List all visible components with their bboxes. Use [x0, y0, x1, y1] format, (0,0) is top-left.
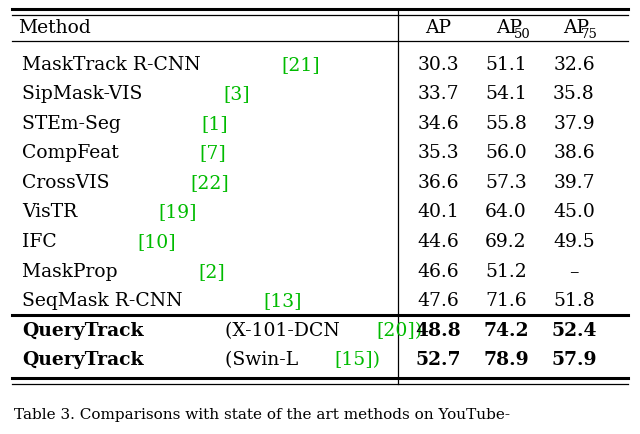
Text: 49.5: 49.5	[553, 233, 595, 250]
Text: 51.1: 51.1	[485, 56, 527, 74]
Text: IFC: IFC	[22, 233, 63, 250]
Text: CompFeat: CompFeat	[22, 144, 125, 162]
Text: AP: AP	[425, 19, 451, 37]
Text: QueryTrack: QueryTrack	[22, 350, 143, 368]
Text: [7]: [7]	[200, 144, 227, 162]
Text: 46.6: 46.6	[417, 262, 459, 280]
Text: 57.3: 57.3	[485, 174, 527, 191]
Text: [20]): [20])	[376, 321, 422, 339]
Text: 50: 50	[514, 27, 531, 40]
Text: (Swin-L: (Swin-L	[219, 350, 304, 368]
Text: Table 3. Comparisons with state of the art methods on YouTube-: Table 3. Comparisons with state of the a…	[14, 407, 510, 421]
Text: 40.1: 40.1	[417, 203, 459, 221]
Text: 55.8: 55.8	[485, 115, 527, 132]
Text: 35.8: 35.8	[553, 85, 595, 103]
Text: 71.6: 71.6	[485, 292, 527, 309]
Text: (X-101-DCN: (X-101-DCN	[219, 321, 346, 339]
Text: 38.6: 38.6	[553, 144, 595, 162]
Text: 57.9: 57.9	[551, 350, 596, 368]
Text: 32.6: 32.6	[553, 56, 595, 74]
Text: CrossVIS: CrossVIS	[22, 174, 115, 191]
Text: 48.8: 48.8	[415, 321, 461, 339]
Text: 52.4: 52.4	[551, 321, 596, 339]
Text: 44.6: 44.6	[417, 233, 459, 250]
Text: 56.0: 56.0	[485, 144, 527, 162]
Text: QueryTrack: QueryTrack	[22, 321, 143, 339]
Text: 78.9: 78.9	[483, 350, 529, 368]
Text: 47.6: 47.6	[417, 292, 459, 309]
Text: [19]: [19]	[158, 203, 197, 221]
Text: 64.0: 64.0	[485, 203, 527, 221]
Text: [21]: [21]	[282, 56, 320, 74]
Text: [10]: [10]	[138, 233, 177, 250]
Text: 51.2: 51.2	[485, 262, 527, 280]
Text: [15]): [15])	[335, 350, 381, 368]
Text: 69.2: 69.2	[485, 233, 527, 250]
Text: [3]: [3]	[223, 85, 250, 103]
Text: [1]: [1]	[202, 115, 228, 132]
Text: Method: Method	[18, 19, 91, 37]
Text: 75: 75	[581, 27, 598, 40]
Text: 37.9: 37.9	[553, 115, 595, 132]
Text: [2]: [2]	[198, 262, 225, 280]
Text: 34.6: 34.6	[417, 115, 459, 132]
Text: 35.3: 35.3	[417, 144, 459, 162]
Text: STEm-Seg: STEm-Seg	[22, 115, 127, 132]
Text: MaskTrack R-CNN: MaskTrack R-CNN	[22, 56, 207, 74]
Text: 54.1: 54.1	[485, 85, 527, 103]
Text: 36.6: 36.6	[417, 174, 459, 191]
Text: 30.3: 30.3	[417, 56, 459, 74]
Text: 74.2: 74.2	[483, 321, 529, 339]
Text: 51.8: 51.8	[553, 292, 595, 309]
Text: VisTR: VisTR	[22, 203, 83, 221]
Text: –: –	[569, 262, 579, 280]
Text: SeqMask R-CNN: SeqMask R-CNN	[22, 292, 189, 309]
Text: AP: AP	[563, 19, 589, 37]
Text: MaskProp: MaskProp	[22, 262, 124, 280]
Text: [22]: [22]	[191, 174, 229, 191]
Text: [13]: [13]	[264, 292, 302, 309]
Text: 52.7: 52.7	[415, 350, 461, 368]
Text: 39.7: 39.7	[553, 174, 595, 191]
Text: AP: AP	[496, 19, 522, 37]
Text: 33.7: 33.7	[417, 85, 459, 103]
Text: SipMask-VIS: SipMask-VIS	[22, 85, 148, 103]
Text: 45.0: 45.0	[553, 203, 595, 221]
